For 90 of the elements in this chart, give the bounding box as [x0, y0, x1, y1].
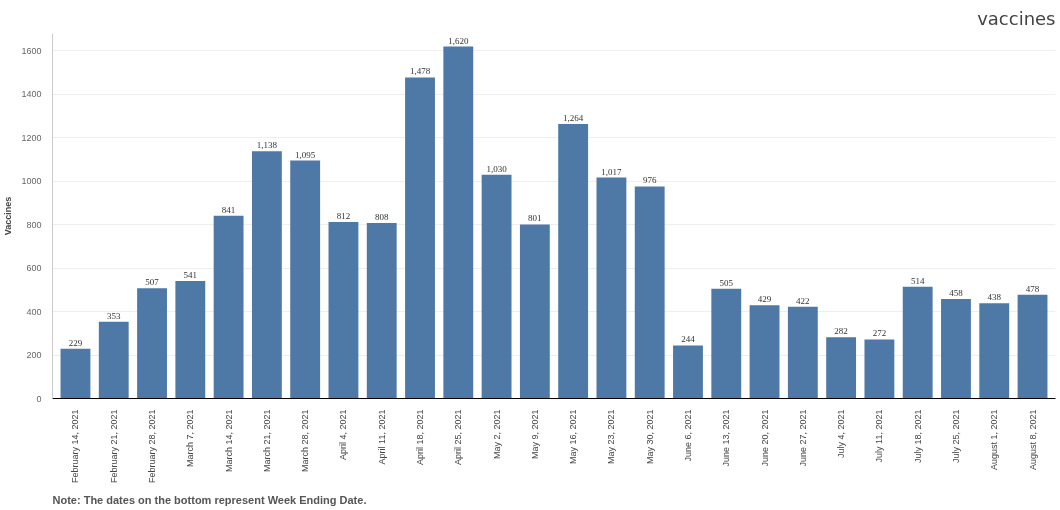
x-tick-label: May 2, 2021: [491, 409, 502, 460]
bar: [1017, 294, 1048, 399]
data-label: 507: [145, 277, 160, 288]
data-label: 505: [719, 277, 734, 288]
bar: [213, 215, 244, 399]
data-label: 541: [183, 269, 198, 280]
bar: [519, 224, 550, 399]
x-tick-label: March 28, 2021: [300, 409, 311, 473]
data-label: 422: [796, 295, 810, 306]
y-axis-title: Vaccines: [3, 196, 14, 236]
bar: [941, 298, 971, 399]
data-label: 478: [1025, 283, 1040, 294]
y-tick-label: 1600: [21, 45, 42, 56]
x-tick-label: June 6, 2021: [682, 409, 693, 462]
x-tick-label: July 11, 2021: [874, 409, 885, 463]
x-tick-label: May 9, 2021: [529, 409, 540, 460]
data-label: 841: [221, 204, 236, 215]
bar: [405, 77, 435, 399]
y-tick-label: 800: [26, 219, 42, 230]
x-tick-label: June 20, 2021: [759, 409, 770, 467]
x-tick-label: August 8, 2021: [1027, 409, 1038, 471]
bar: [137, 288, 167, 399]
x-tick-label: April 11, 2021: [376, 409, 387, 465]
data-label: 282: [834, 326, 848, 337]
x-tick-label: March 7, 2021: [185, 409, 196, 468]
text: Note: The dates on the bottom represent Week Ending Date.: [52, 493, 367, 506]
data-label: 801: [528, 213, 542, 224]
x-tick-label: May 30, 2021: [644, 409, 655, 465]
x-tick-label: May 23, 2021: [606, 409, 617, 465]
bar: [251, 151, 282, 399]
bar: [328, 222, 359, 399]
x-tick-label: July 18, 2021: [912, 409, 923, 464]
data-label: 812: [336, 211, 351, 222]
data-label: 1,620: [448, 35, 469, 46]
y-tick-label: 1200: [21, 132, 42, 143]
data-label: 1,017: [601, 166, 623, 177]
x-tick-label: April 4, 2021: [338, 409, 349, 461]
data-label: 808: [374, 211, 389, 222]
data-label: 514: [910, 275, 925, 286]
bar: [60, 348, 91, 399]
y-tick-label: 400: [26, 306, 42, 317]
bar: [98, 321, 129, 399]
y-tick-label: 600: [26, 263, 42, 274]
data-label: 976: [642, 175, 657, 186]
data-label: 1,030: [486, 163, 508, 174]
x-tick-label: July 25, 2021: [950, 409, 961, 464]
bar: [366, 222, 397, 399]
bar: [673, 345, 703, 399]
x-tick-label: June 27, 2021: [797, 409, 808, 467]
bar: [558, 123, 589, 399]
x-tick-label: February 28, 2021: [147, 409, 158, 484]
data-label: 229: [68, 337, 83, 348]
bar: [443, 46, 474, 399]
x-tick-label: February 14, 2021: [70, 409, 81, 484]
data-label: 1,095: [295, 149, 316, 160]
data-label: 438: [987, 292, 1002, 303]
data-label: 1,138: [256, 140, 278, 151]
data-label: 272: [872, 328, 887, 339]
x-tick-label: April 25, 2021: [453, 409, 464, 466]
y-tick-label: 0: [36, 393, 42, 404]
x-tick-label: February 21, 2021: [108, 409, 119, 484]
bar: [787, 306, 818, 399]
bar: [864, 339, 895, 399]
data-label: 1,478: [409, 66, 431, 77]
y-tick-label: 1000: [21, 176, 42, 187]
data-label: 458: [949, 287, 964, 298]
y-tick-label: 200: [26, 350, 42, 361]
bar: [979, 303, 1010, 399]
x-tick-label: August 1, 2021: [989, 409, 1000, 471]
bar: [634, 186, 665, 399]
x-tick-label: March 14, 2021: [223, 409, 234, 473]
x-tick-label: June 13, 2021: [721, 409, 732, 467]
x-tick-label: July 4, 2021: [836, 409, 847, 459]
bar: [711, 288, 742, 399]
y-tick-label: 1400: [21, 89, 42, 100]
bar: [175, 280, 206, 399]
bar: [902, 286, 933, 399]
x-tick-label: April 18, 2021: [415, 409, 426, 466]
bar: [596, 177, 627, 399]
data-label: 429: [757, 294, 772, 305]
bar: [290, 160, 321, 399]
data-label: 353: [107, 310, 121, 321]
x-tick-label: May 16, 2021: [568, 409, 579, 465]
bar: [826, 337, 857, 399]
bar: [481, 174, 512, 399]
data-label: 1,264: [563, 112, 584, 123]
chart-title: vaccines: [977, 7, 1056, 29]
x-tick-label: March 21, 2021: [261, 409, 272, 473]
data-label: 244: [681, 334, 696, 345]
bar: [749, 305, 780, 399]
